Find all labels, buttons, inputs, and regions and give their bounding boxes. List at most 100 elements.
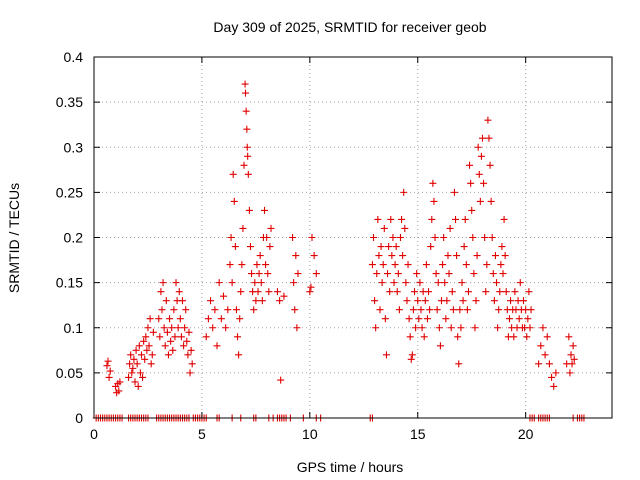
data-point — [156, 333, 164, 341]
data-point — [240, 161, 248, 169]
data-point — [264, 270, 272, 278]
data-point — [273, 288, 281, 296]
data-point — [215, 279, 223, 287]
y-tick-label: 0 — [75, 410, 83, 426]
data-point — [142, 333, 150, 341]
data-point — [401, 224, 409, 232]
data-point — [470, 270, 478, 278]
data-point — [236, 315, 244, 323]
data-point — [292, 252, 300, 260]
data-point — [399, 252, 407, 260]
data-point — [570, 355, 578, 363]
data-point — [485, 134, 493, 142]
data-point — [146, 315, 154, 323]
data-point — [435, 324, 443, 332]
data-point — [104, 357, 112, 365]
data-point — [434, 279, 442, 287]
data-point — [368, 261, 376, 269]
data-point — [248, 270, 256, 278]
data-point — [446, 224, 454, 232]
data-point — [182, 306, 190, 314]
data-point — [291, 306, 299, 314]
data-point — [429, 179, 437, 187]
data-point — [402, 279, 410, 287]
axis-ticks: 0 5 10 15 20 0 0.05 0.1 0.15 0.2 0.25 0.3 0.35 0.4 — [56, 49, 612, 442]
data-point — [168, 324, 176, 332]
data-point — [310, 252, 318, 260]
data-point — [239, 224, 247, 232]
data-point — [396, 234, 404, 241]
data-point — [477, 152, 485, 160]
data-point — [520, 297, 528, 305]
data-point — [220, 292, 227, 300]
data-point — [294, 270, 302, 278]
data-point — [234, 333, 242, 341]
data-point — [238, 261, 246, 269]
data-point — [376, 306, 384, 314]
data-point — [265, 288, 273, 296]
data-point — [467, 179, 475, 187]
data-point — [515, 315, 523, 323]
data-point — [129, 364, 137, 372]
data-point — [471, 324, 479, 332]
data-point — [293, 324, 301, 332]
data-point — [186, 369, 194, 377]
data-point — [406, 333, 414, 341]
data-point — [169, 346, 177, 354]
data-point — [245, 206, 253, 214]
data-point — [444, 252, 452, 260]
data-point — [425, 288, 433, 296]
data-point — [568, 360, 576, 368]
data-point — [458, 279, 466, 287]
data-point — [262, 261, 270, 269]
data-point — [228, 279, 236, 287]
data-point — [527, 306, 535, 314]
data-point — [456, 306, 464, 314]
data-point — [386, 288, 394, 296]
data-point — [137, 351, 145, 359]
data-point — [453, 252, 461, 260]
data-point — [475, 170, 483, 178]
data-point — [407, 355, 415, 363]
data-point — [226, 261, 234, 269]
data-point — [244, 152, 252, 160]
data-point — [389, 234, 397, 241]
data-point — [372, 324, 380, 332]
data-point — [461, 215, 469, 223]
data-point — [266, 243, 274, 251]
data-point — [237, 288, 245, 296]
data-point — [149, 328, 157, 336]
data-point — [491, 252, 499, 260]
data-point — [308, 234, 316, 241]
data-point — [242, 107, 250, 115]
data-point — [454, 333, 462, 341]
data-point — [498, 243, 506, 251]
x-tick-label: 10 — [302, 426, 318, 442]
data-point — [161, 342, 169, 350]
data-point — [157, 288, 165, 296]
data-point — [535, 360, 543, 368]
data-point — [441, 279, 449, 287]
data-point — [290, 279, 298, 287]
data-point — [479, 134, 486, 142]
data-point — [382, 351, 390, 359]
data-point — [486, 161, 494, 169]
data-point — [188, 360, 196, 368]
data-point — [140, 337, 148, 345]
data-point — [431, 234, 439, 241]
data-point — [496, 288, 504, 296]
data-point — [418, 324, 426, 332]
y-tick-label: 0.35 — [56, 94, 83, 110]
data-point — [103, 362, 111, 370]
data-point — [131, 378, 139, 386]
data-point — [516, 279, 524, 287]
data-point — [395, 306, 403, 314]
data-point — [256, 252, 264, 260]
data-point — [501, 252, 509, 260]
data-point — [375, 252, 383, 260]
data-point — [432, 270, 440, 278]
data-point — [307, 283, 315, 291]
data-point — [166, 315, 174, 323]
data-point — [423, 315, 431, 323]
data-point — [106, 367, 114, 375]
